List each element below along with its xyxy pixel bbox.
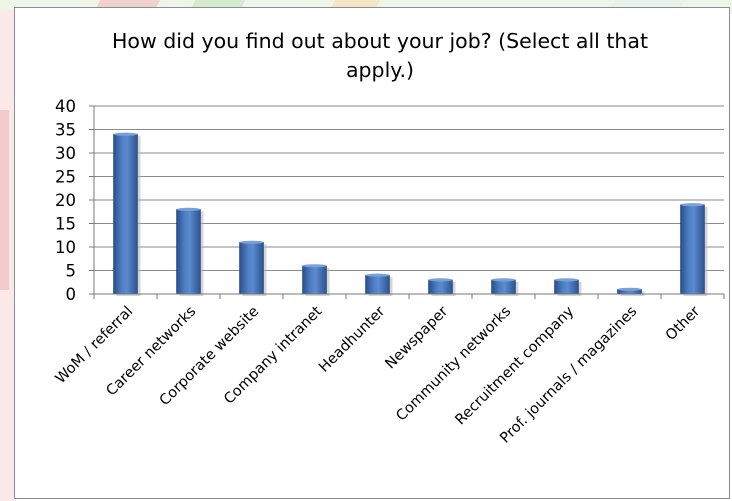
- x-category-label: Community networks: [393, 304, 514, 425]
- bar: [365, 274, 390, 295]
- bar-top: [428, 278, 453, 282]
- bar: [113, 133, 138, 295]
- x-category-label: Headhunter: [316, 303, 388, 375]
- bar: [680, 204, 705, 295]
- chart-title-line-1: How did you find out about your job? (Se…: [112, 29, 648, 53]
- y-tick-label: 20: [55, 191, 76, 210]
- y-tick-label: 40: [55, 97, 76, 116]
- bar-top: [491, 278, 516, 282]
- bar: [239, 242, 264, 295]
- bar-top: [302, 264, 327, 268]
- y-tick-label: 0: [66, 285, 77, 304]
- y-tick-label: 25: [55, 168, 76, 187]
- bar: [428, 279, 453, 295]
- bar-top: [680, 203, 705, 207]
- y-tick-label: 5: [66, 262, 77, 281]
- bar-top: [365, 273, 390, 277]
- bar-top: [617, 287, 642, 291]
- bar: [554, 279, 579, 295]
- bar-top: [554, 278, 579, 282]
- bar-top: [176, 207, 201, 211]
- x-category-label: Prof. journals / magazines: [497, 304, 640, 447]
- bar: [491, 279, 516, 295]
- bar-top: [239, 240, 264, 244]
- y-tick-label: 15: [55, 215, 76, 234]
- x-category-label: Other: [663, 303, 703, 343]
- y-tick-label: 35: [55, 121, 76, 140]
- chart-title-line-2: apply.): [346, 58, 414, 82]
- left-decoration-accent: [0, 110, 9, 290]
- y-tick-label: 10: [55, 238, 76, 257]
- bar: [302, 265, 327, 295]
- bar: [176, 209, 201, 295]
- x-category-label: Recruitment company: [452, 303, 577, 428]
- bar-top: [113, 132, 138, 136]
- x-category-label: Newspaper: [382, 303, 451, 372]
- y-tick-label: 30: [55, 144, 76, 163]
